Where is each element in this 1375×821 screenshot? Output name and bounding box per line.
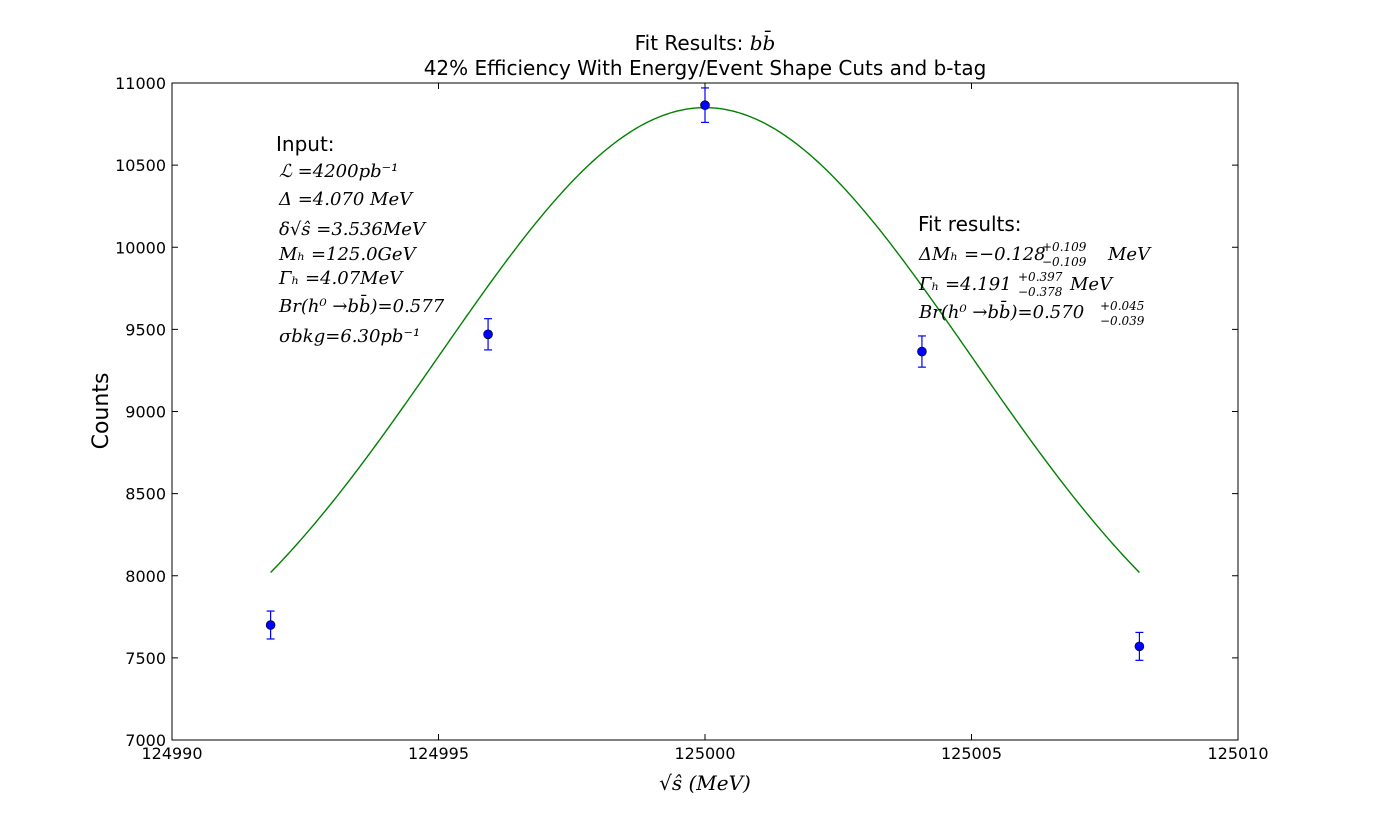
y-tick-label: 7000: [125, 731, 166, 750]
input-luminosity: ℒ =4200pb⁻¹: [279, 161, 398, 182]
input-energy-spread: δ√ŝ =3.536MeV: [279, 219, 427, 240]
svg-text:−0.109: −0.109: [1042, 255, 1087, 269]
y-tick-label: 10000: [115, 238, 166, 257]
y-tick-label: 9500: [125, 320, 166, 339]
y-tick-label: 8000: [125, 567, 166, 586]
x-tick-label: 125010: [1207, 744, 1268, 763]
input-header: Input:: [276, 132, 335, 156]
svg-text:−0.039: −0.039: [1100, 314, 1145, 328]
input-delta: Δ =4.070 MeV: [278, 189, 414, 210]
fit-results-annotation: Fit results: ΔMₕ =−0.128 +0.109 −0.109 M…: [918, 212, 1152, 328]
data-point: [265, 610, 276, 640]
fit-branching-ratio: Br(h⁰ →bb̄)=0.570 +0.045 −0.039: [918, 299, 1145, 328]
data-point: [483, 318, 493, 351]
input-branching-ratio: Br(h⁰ →bb̄)=0.577: [278, 293, 445, 317]
fit-width: Γₕ =4.191 +0.397 −0.378 MeV: [918, 270, 1114, 299]
data-marker: [917, 346, 927, 357]
x-axis-label: √ŝ (MeV): [659, 771, 751, 795]
svg-text:−0.378: −0.378: [1018, 285, 1063, 299]
data-points: [265, 87, 1145, 661]
data-point: [917, 335, 927, 368]
y-axis-label: Counts: [89, 373, 114, 450]
y-tick-label: 11000: [115, 74, 166, 93]
x-tick-label: 124990: [141, 744, 202, 763]
chart-title: Fit Results: bb̄ 42% Efficiency With Ene…: [424, 30, 987, 80]
x-tick-label: 124995: [408, 744, 469, 763]
svg-text:MeV: MeV: [1069, 274, 1114, 295]
y-tick-label: 7500: [125, 649, 166, 668]
title-line-2: 42% Efficiency With Energy/Event Shape C…: [424, 56, 987, 80]
data-point: [1134, 631, 1145, 661]
y-tick-label: 10500: [115, 156, 166, 175]
svg-text:+0.397: +0.397: [1018, 270, 1063, 284]
y-tick-label: 9000: [125, 403, 166, 422]
data-marker: [700, 100, 710, 110]
x-tick-label: 125005: [941, 744, 1002, 763]
x-axis-ticks: 124990 124995 125000 125005 125010: [141, 83, 1269, 763]
y-axis-ticks: 7000 7500 8000 8500 9000 9500 10000 10500 11000: [115, 74, 1238, 750]
title-line-1: Fit Results: bb̄: [635, 30, 776, 55]
svg-text:+0.045: +0.045: [1100, 299, 1144, 313]
svg-text:MeV: MeV: [1107, 244, 1152, 265]
input-higgs-mass: Mₕ =125.0GeV: [278, 244, 418, 265]
fit-results-header: Fit results:: [918, 212, 1022, 236]
y-tick-label: 8500: [125, 485, 166, 504]
input-higgs-width: Γₕ =4.07MeV: [278, 268, 404, 289]
data-marker: [265, 620, 276, 630]
data-marker: [1134, 641, 1145, 652]
data-marker: [483, 329, 493, 340]
fit-delta-mass: ΔMₕ =−0.128 +0.109 −0.109 MeV: [918, 240, 1152, 269]
x-tick-label: 125000: [674, 744, 735, 763]
svg-text:ΔMₕ =−0.128: ΔMₕ =−0.128: [918, 244, 1046, 265]
input-background-xsec: σbkg=6.30pb⁻¹: [279, 326, 420, 347]
input-annotation: Input: ℒ =4200pb⁻¹ Δ =4.070 MeV δ√ŝ =3.5…: [276, 132, 445, 347]
svg-text:Br(h⁰ →bb̄)=0.570: Br(h⁰ →bb̄)=0.570: [918, 299, 1084, 323]
svg-text:+0.109: +0.109: [1042, 240, 1087, 254]
data-point: [700, 87, 710, 124]
svg-text:Γₕ =4.191: Γₕ =4.191: [918, 274, 1012, 295]
